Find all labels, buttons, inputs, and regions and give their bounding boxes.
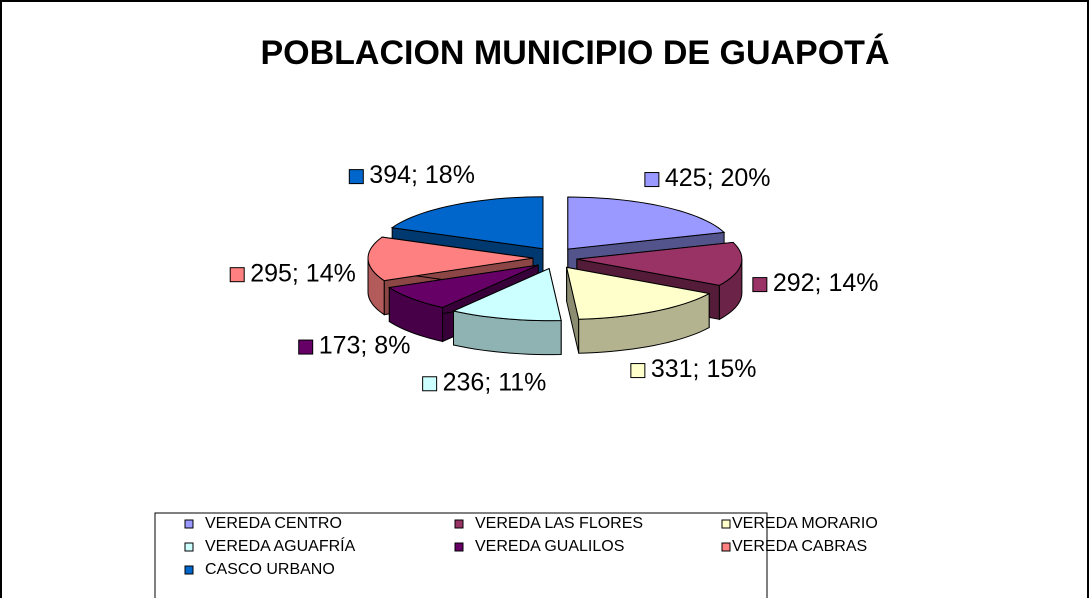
data-label-key <box>644 172 660 188</box>
data-label: 236; 11% <box>443 368 547 396</box>
legend-label: VEREDA MORARIO <box>732 515 878 532</box>
legend-key <box>721 542 731 552</box>
legend-label: VEREDA CENTRO <box>205 515 342 532</box>
data-label-key <box>298 339 314 355</box>
legend-key <box>454 542 464 552</box>
data-label: 331; 15% <box>651 355 757 383</box>
legend-key <box>454 519 464 529</box>
legend-label: CASCO URBANO <box>205 561 335 578</box>
slice <box>367 236 534 282</box>
data-label: 425; 20% <box>665 164 771 192</box>
data-label: 292; 14% <box>773 269 879 297</box>
slice <box>567 196 726 250</box>
slice <box>390 196 544 250</box>
slice <box>451 267 562 322</box>
slice <box>576 241 743 286</box>
legend-key <box>184 519 194 529</box>
data-label: 295; 14% <box>250 259 356 287</box>
data-label: 173; 8% <box>319 332 411 360</box>
legend-key <box>184 565 194 575</box>
data-label-key <box>348 169 364 185</box>
legend-key <box>721 519 731 529</box>
legend-key <box>184 542 194 552</box>
legend-label: VEREDA AGUAFRÍA <box>205 536 356 555</box>
data-label-key <box>752 277 768 293</box>
legend-label: VEREDA CABRAS <box>732 538 867 555</box>
chart-title: POBLACION MUNICIPIO DE GUAPOTÁ <box>260 34 889 72</box>
slice <box>387 264 539 308</box>
legend-label: VEREDA GUALILOS <box>475 538 624 555</box>
slice <box>565 266 711 320</box>
legend-label: VEREDA LAS FLORES <box>475 515 643 532</box>
data-label-key <box>229 267 245 283</box>
data-label: 394; 18% <box>369 161 475 189</box>
data-label-key <box>630 363 646 379</box>
data-label-key <box>422 376 438 392</box>
